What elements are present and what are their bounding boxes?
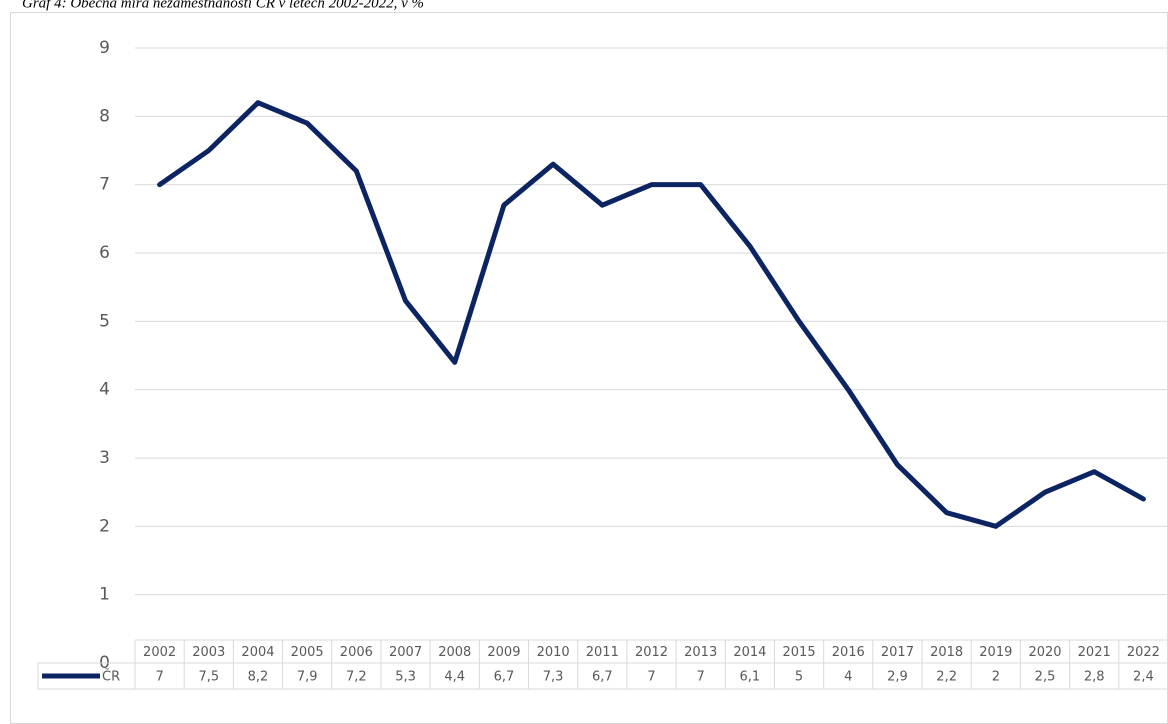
x-tick-label: 2017 (881, 645, 914, 660)
legend-label: ČR (102, 669, 120, 685)
x-tick-label: 2016 (832, 645, 865, 660)
table-value: 2,4 (1133, 670, 1154, 685)
table-value: 2,8 (1084, 670, 1105, 685)
y-tick-label: 8 (99, 106, 110, 126)
table-value: 7 (155, 670, 163, 685)
table-value: 2,9 (887, 670, 908, 685)
table-value: 8,2 (248, 670, 269, 685)
table-value: 4,4 (444, 670, 465, 685)
table-value: 2,2 (936, 670, 957, 685)
table-value: 2 (992, 670, 1000, 685)
y-tick-label: 9 (99, 38, 110, 58)
table-value: 7 (697, 670, 705, 685)
x-tick-label: 2021 (1078, 645, 1111, 660)
x-tick-label: 2008 (438, 645, 471, 660)
table-value: 6,7 (592, 670, 613, 685)
table-value: 6,7 (494, 670, 515, 685)
y-tick-label: 3 (99, 448, 110, 468)
table-value: 2,5 (1035, 670, 1056, 685)
x-tick-label: 2022 (1127, 645, 1160, 660)
table-value: 7 (647, 670, 655, 685)
x-tick-label: 2010 (537, 645, 570, 660)
table-value: 7,3 (543, 670, 564, 685)
table-value: 5,3 (395, 670, 416, 685)
y-tick-label: 5 (99, 311, 110, 331)
table-value: 7,9 (297, 670, 318, 685)
y-tick-label: 2 (99, 516, 110, 536)
x-tick-label: 2009 (487, 645, 520, 660)
x-tick-label: 2013 (684, 645, 717, 660)
table-value: 5 (795, 670, 803, 685)
y-tick-label: 1 (99, 585, 110, 605)
x-tick-label: 2020 (1028, 645, 1061, 660)
series-line (157, 100, 1146, 529)
chart-frame (10, 12, 1168, 724)
x-tick-label: 2018 (930, 645, 963, 660)
table-value: 7,2 (346, 670, 367, 685)
x-tick-label: 2004 (241, 645, 274, 660)
x-tick-label: 2015 (783, 645, 816, 660)
x-tick-label: 2019 (979, 645, 1012, 660)
x-tick-label: 2011 (586, 645, 619, 660)
x-tick-label: 2002 (143, 645, 176, 660)
table-value: 4 (844, 670, 852, 685)
x-tick-label: 2012 (635, 645, 668, 660)
chart-title: Graf 4: Obecná míra nezaměstnanosti ČR v… (22, 0, 424, 11)
y-tick-label: 6 (99, 243, 110, 263)
table-value: 7,5 (198, 670, 219, 685)
x-tick-label: 2006 (340, 645, 373, 660)
table-value: 6,1 (740, 670, 761, 685)
x-tick-label: 2007 (389, 645, 422, 660)
y-tick-label: 4 (99, 380, 110, 400)
y-tick-label: 7 (99, 175, 110, 195)
x-tick-label: 2003 (192, 645, 225, 660)
x-tick-label: 2014 (733, 645, 766, 660)
x-tick-label: 2005 (291, 645, 324, 660)
